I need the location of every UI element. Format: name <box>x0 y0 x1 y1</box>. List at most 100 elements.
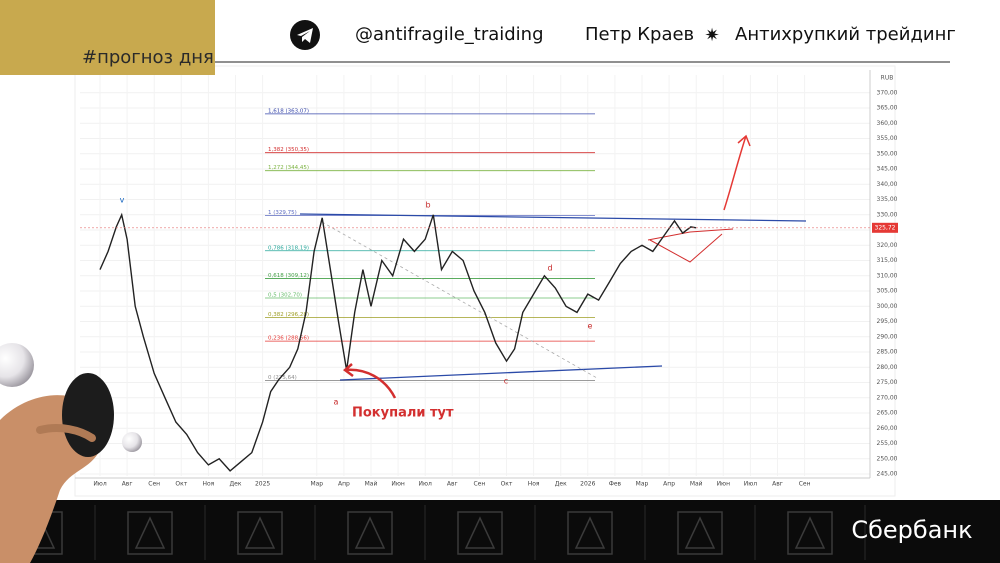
y-tick-label: 310,00 <box>877 272 898 279</box>
x-tick-label: Сен <box>473 481 485 488</box>
annotation: Покупали тут <box>352 406 454 421</box>
logo-mark <box>794 516 826 549</box>
logo-mark <box>244 516 276 549</box>
y-tick-label: 370,00 <box>877 89 898 96</box>
x-tick-label: Июл <box>744 481 758 488</box>
y-tick-label: 265,00 <box>877 410 898 417</box>
brand: Антихрупкий трейдинг <box>735 24 956 45</box>
trendline <box>299 213 807 222</box>
footer-band <box>0 500 1000 563</box>
logo-frame <box>787 511 833 555</box>
y-tick-label: 270,00 <box>877 394 898 401</box>
x-tick-label: Апр <box>663 481 675 488</box>
y-tick-label: 280,00 <box>877 364 898 371</box>
wave-label: v <box>120 196 125 205</box>
x-tick-label: Сен <box>148 481 160 488</box>
y-tick-label: 335,00 <box>877 196 898 203</box>
chart-area <box>74 65 896 497</box>
wave-label: b <box>425 201 430 210</box>
x-tick-label: Дек <box>555 481 567 488</box>
logo-mark <box>354 516 386 549</box>
x-tick-label: Фев <box>609 481 622 488</box>
y-tick-label: 355,00 <box>877 135 898 142</box>
price-line <box>99 212 697 472</box>
finger <box>36 424 96 442</box>
logo-frame <box>677 511 723 555</box>
x-tick-label: 2025 <box>255 481 270 488</box>
y-tick-label: 250,00 <box>877 455 898 462</box>
y-tick-label: 295,00 <box>877 318 898 325</box>
trendline <box>339 365 663 381</box>
logo-mark <box>574 516 606 549</box>
chart: RUB 245,00 250,00 255,00 260,00 265,00 270,00 2… <box>75 70 898 488</box>
telegram-plane <box>297 28 313 43</box>
y-tick-label: 330,00 <box>877 211 898 218</box>
x-tick-label: Сен <box>799 481 811 488</box>
y-tick-label: 260,00 <box>877 425 898 432</box>
x-tick-label: Июл <box>419 481 433 488</box>
x-tick-label: Окт <box>175 481 187 488</box>
fib-label: 0,236 (288,56) <box>268 336 309 342</box>
x-tick-label: Ноя <box>203 481 215 488</box>
pearl <box>122 432 142 452</box>
tag-box <box>0 0 215 75</box>
x-tick-label: Ноя <box>528 481 540 488</box>
fib-label: 0 (275,64) <box>268 375 297 381</box>
fib-label: 1,272 (344,45) <box>268 165 309 171</box>
logo-frame <box>457 511 503 555</box>
logo-frame <box>567 511 613 555</box>
y-tick-label: 350,00 <box>877 150 898 157</box>
wave-label: a <box>334 398 339 407</box>
x-tick-label: 2026 <box>580 481 595 488</box>
y-tick-label: 360,00 <box>877 120 898 127</box>
wave-label: d <box>547 264 552 273</box>
x-tick-label: Июл <box>93 481 107 488</box>
y-tick-label: 245,00 <box>877 471 898 478</box>
wave-label: c <box>504 377 508 386</box>
logo-mark <box>684 516 716 549</box>
y-tick-label: 365,00 <box>877 105 898 112</box>
fib-label: 1,618 (363,07) <box>268 108 309 114</box>
y-tick-label: 275,00 <box>877 379 898 386</box>
x-tick-label: Июн <box>391 481 405 488</box>
x-tick-label: Май <box>365 481 378 488</box>
x-tick-label: Дек <box>229 481 241 488</box>
fib-label: 0,382 (296,28) <box>268 312 309 318</box>
wave-label: e <box>588 322 593 331</box>
fib-label: 0,786 (318,19) <box>268 245 309 251</box>
y-tick-label: 300,00 <box>877 303 898 310</box>
y-tick-label: 290,00 <box>877 333 898 340</box>
y-tick-label: 285,00 <box>877 349 898 356</box>
y-tick-label: 305,00 <box>877 288 898 295</box>
currency: RUB <box>881 75 894 82</box>
x-tick-label: Июн <box>717 481 731 488</box>
company: Сбербанк <box>851 516 972 544</box>
logo-frame <box>347 511 393 555</box>
x-tick-label: Май <box>690 481 703 488</box>
trendline <box>321 221 598 379</box>
last-price-label: 325,72 <box>875 224 896 231</box>
fib-label: 1,382 (350,35) <box>268 147 309 153</box>
forecast-arrow <box>723 134 751 211</box>
x-tick-label: Авг <box>122 481 133 488</box>
y-tick-label: 320,00 <box>877 242 898 249</box>
fib-label: 0,618 (309,12) <box>268 273 309 279</box>
last-price-tag <box>872 222 898 233</box>
x-tick-label: Авг <box>772 481 783 488</box>
fib-label: 0,5 (302,70) <box>268 293 302 299</box>
y-tick-label: 340,00 <box>877 181 898 188</box>
channel: @antifragile_traiding <box>355 24 544 45</box>
logo-frame <box>127 511 173 555</box>
x-tick-label: Мар <box>310 481 323 488</box>
tag: #прогноз дня <box>82 47 214 68</box>
y-tick-label: 345,00 <box>877 166 898 173</box>
x-tick-label: Авг <box>447 481 458 488</box>
pearl <box>0 343 34 387</box>
logo-mark <box>134 516 166 549</box>
logo-mark <box>464 516 496 549</box>
buy-arrow <box>343 363 397 399</box>
author: Петр Краев <box>585 24 694 45</box>
logo-frame <box>237 511 283 555</box>
